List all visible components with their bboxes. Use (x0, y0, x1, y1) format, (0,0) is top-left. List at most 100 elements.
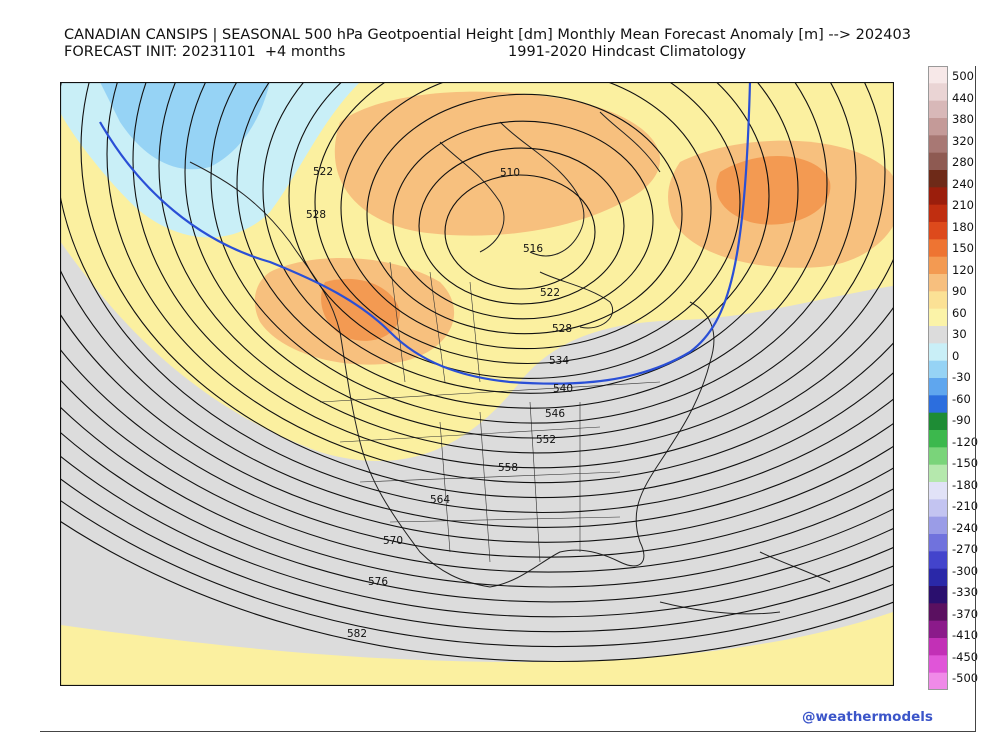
colorbar-tick-label: -270 (952, 542, 979, 556)
colorbar-tick-label: -60 (952, 391, 971, 406)
colorbar-swatch (928, 551, 948, 570)
height-contour-line (60, 378, 894, 573)
colorbar-swatch (928, 464, 948, 483)
colorbar-swatch (928, 326, 948, 344)
forecast-init-label: FORECAST INIT: 20231101 +4 months (64, 44, 346, 60)
colorbar-tick-label: 90 (952, 284, 967, 298)
colorbar-swatch (928, 672, 948, 690)
colorbar-swatch (928, 204, 948, 223)
positive-anomaly-south (60, 611, 894, 686)
contour-label: 570 (383, 535, 403, 547)
colorbar-swatch (928, 100, 948, 119)
colorbar-swatch (928, 291, 948, 310)
colorbar-tick-label: 60 (952, 305, 967, 320)
colorbar-tick-label: -450 (952, 649, 979, 664)
height-contour-line (80, 82, 894, 499)
colorbar-frame (928, 66, 948, 690)
forecast-map: 522 528 510 516 522 528 534 540 546 552 … (60, 82, 894, 686)
height-contour-line (60, 406, 894, 588)
colorbar-tick-label: -150 (952, 456, 979, 470)
height-contour-line (314, 82, 741, 365)
colorbar-swatch (928, 516, 948, 535)
colorbar-tick-label: -90 (952, 413, 971, 427)
colorbar-swatch (928, 638, 948, 656)
colorbar-tick-label: -370 (952, 606, 979, 621)
contour-label: 546 (545, 408, 565, 420)
colorbar-tick-label: 440 (952, 90, 974, 105)
colorbar-swatch (928, 187, 948, 206)
colorbar-swatch (928, 620, 948, 639)
map-frame (60, 82, 894, 686)
colorbar-swatch (928, 274, 948, 292)
figure-border-right (975, 66, 976, 732)
height-contour-line (132, 82, 894, 469)
contour-label: 558 (498, 462, 518, 474)
colorbar-swatch (928, 603, 948, 622)
colorbar-swatch (928, 655, 948, 674)
colorbar-swatch (928, 482, 948, 500)
colorbar-swatch (928, 412, 948, 431)
colorbar-tick-label: 0 (952, 348, 960, 363)
colorbar-swatch (928, 586, 948, 604)
colorbar-swatch (928, 430, 948, 448)
colorbar-swatch (928, 135, 948, 154)
contour-label: 552 (536, 434, 556, 446)
height-contour-line (236, 82, 828, 409)
colorbar-swatch (928, 256, 948, 275)
contour-label: 534 (549, 355, 569, 367)
height-contour-line (184, 82, 886, 439)
colorbar-tick-label: -300 (952, 563, 979, 578)
height-contours (60, 82, 894, 662)
colorbar-swatch (928, 447, 948, 466)
contour-label: 528 (306, 209, 326, 221)
colorbar-tick-label: -210 (952, 499, 979, 513)
colorbar-swatch (928, 499, 948, 518)
colorbar-tick-label: -120 (952, 434, 979, 449)
contour-label: 516 (523, 243, 543, 255)
height-contour-line (210, 82, 857, 424)
height-contour-line (60, 268, 894, 528)
colorbar-tick-label: 30 (952, 327, 967, 341)
height-contour-line (392, 120, 654, 320)
colorbar-swatch (928, 568, 948, 587)
height-contour-line (444, 174, 596, 290)
contour-label: 576 (368, 576, 388, 588)
height-contour-line (418, 147, 625, 305)
colorbar-swatch (928, 222, 948, 240)
colorbar-swatch (928, 152, 948, 171)
colorbar-swatch (928, 534, 948, 552)
contour-label: 540 (553, 383, 573, 395)
colorbar-tick-label: 240 (952, 176, 974, 191)
colorbar-tick-label: -30 (952, 370, 971, 384)
height-contour-line (158, 82, 894, 454)
height-contour-line (262, 82, 799, 394)
colorbar-tick-label: 120 (952, 262, 974, 277)
colorbar-tick-label: 320 (952, 133, 974, 148)
contour-label: 582 (347, 628, 367, 640)
colorbar-tick-label: 380 (952, 112, 974, 126)
contour-label: 564 (430, 494, 450, 506)
contour-label: 522 (313, 166, 333, 178)
contour-label: 510 (500, 167, 520, 179)
colorbar-swatch (928, 360, 948, 379)
coastlines (189, 111, 831, 615)
colorbar-swatch (928, 170, 948, 188)
map-title: CANADIAN CANSIPS | SEASONAL 500 hPa Geot… (64, 27, 911, 43)
anomaly-zero-lower (60, 510, 894, 662)
height-contour-line (60, 312, 894, 543)
colorbar-tick-label: 280 (952, 155, 974, 169)
height-contour-line (60, 520, 894, 662)
colorbar-swatch (928, 239, 948, 258)
credit-label: @weathermodels (802, 709, 933, 725)
height-contour-line (60, 431, 894, 603)
colorbar-tick-label: -330 (952, 585, 979, 599)
anomaly-zero-left (60, 278, 460, 602)
colorbar-tick-label: 500 (952, 69, 974, 83)
colorbar-swatch (928, 378, 948, 396)
height-contour-line (60, 82, 894, 513)
contour-label: 522 (540, 287, 560, 299)
height-contour-line (60, 455, 894, 618)
colorbar-tick-label: -240 (952, 520, 979, 535)
colorbar-swatch (928, 308, 948, 327)
colorbar-swatch (928, 66, 948, 84)
